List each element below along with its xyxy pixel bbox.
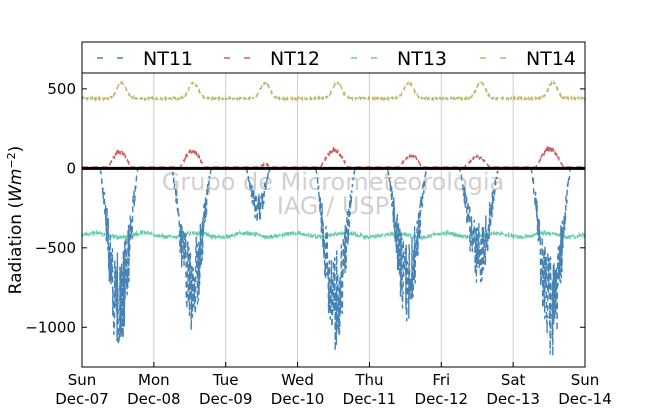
legend-label: NT11 [143, 48, 193, 70]
x-tick-label-day: Wed [281, 371, 314, 389]
x-tick-label-date: Dec-13 [486, 390, 540, 408]
y-axis-label-exp: −2 [5, 152, 18, 168]
y-tick-label: 500 [47, 80, 76, 98]
x-tick-label-date: Dec-14 [558, 390, 612, 408]
y-axis-label-prefix: Radiation ( [6, 202, 26, 294]
legend: NT11 NT12 NT13 NT14 [97, 48, 576, 70]
x-tick-label-date: Dec-12 [415, 390, 469, 408]
y-axis-label-unit: Wm [6, 169, 26, 202]
x-tick-label-day: Tue [212, 371, 239, 389]
y-axis: 500 0 −500 −1000 [25, 80, 585, 336]
watermark-line1: Grupo de Micrometeorologia [162, 168, 504, 196]
series-line-nt12 [82, 145, 585, 171]
plot-frame [81, 72, 586, 368]
x-tick-label-date: Dec-09 [199, 390, 253, 408]
x-tick-label-day: Mon [138, 371, 170, 389]
y-tick-label: 0 [66, 159, 76, 177]
x-tick-label-date: Dec-07 [55, 390, 109, 408]
grid [153, 73, 514, 367]
legend-label: NT13 [397, 48, 447, 70]
legend-label: NT12 [270, 48, 320, 70]
x-tick-label-day: Sun [571, 371, 600, 389]
plot-area [82, 73, 585, 367]
legend-label: NT14 [526, 48, 576, 70]
x-tick-label-date: Dec-11 [343, 390, 397, 408]
y-tick-label: −1000 [25, 318, 76, 336]
y-axis-label: Radiation (Wm−2) [5, 146, 27, 295]
x-axis: SunDec-07MonDec-08TueDec-09WedDec-10ThuD… [55, 362, 612, 408]
x-tick-label-day: Sat [501, 371, 526, 389]
x-tick-label-date: Dec-08 [127, 390, 181, 408]
series-line-nt14 [81, 79, 586, 103]
x-tick-label-day: Fri [432, 371, 450, 389]
watermark-line2: IAG / USP [277, 192, 389, 220]
x-tick-label-date: Dec-10 [271, 390, 325, 408]
x-tick-label-day: Sun [68, 371, 97, 389]
y-tick-label: −500 [35, 239, 76, 257]
series-line-nt13 [81, 228, 586, 242]
y-axis-label-suffix: ) [6, 146, 26, 153]
x-tick-label-day: Thu [354, 371, 383, 389]
